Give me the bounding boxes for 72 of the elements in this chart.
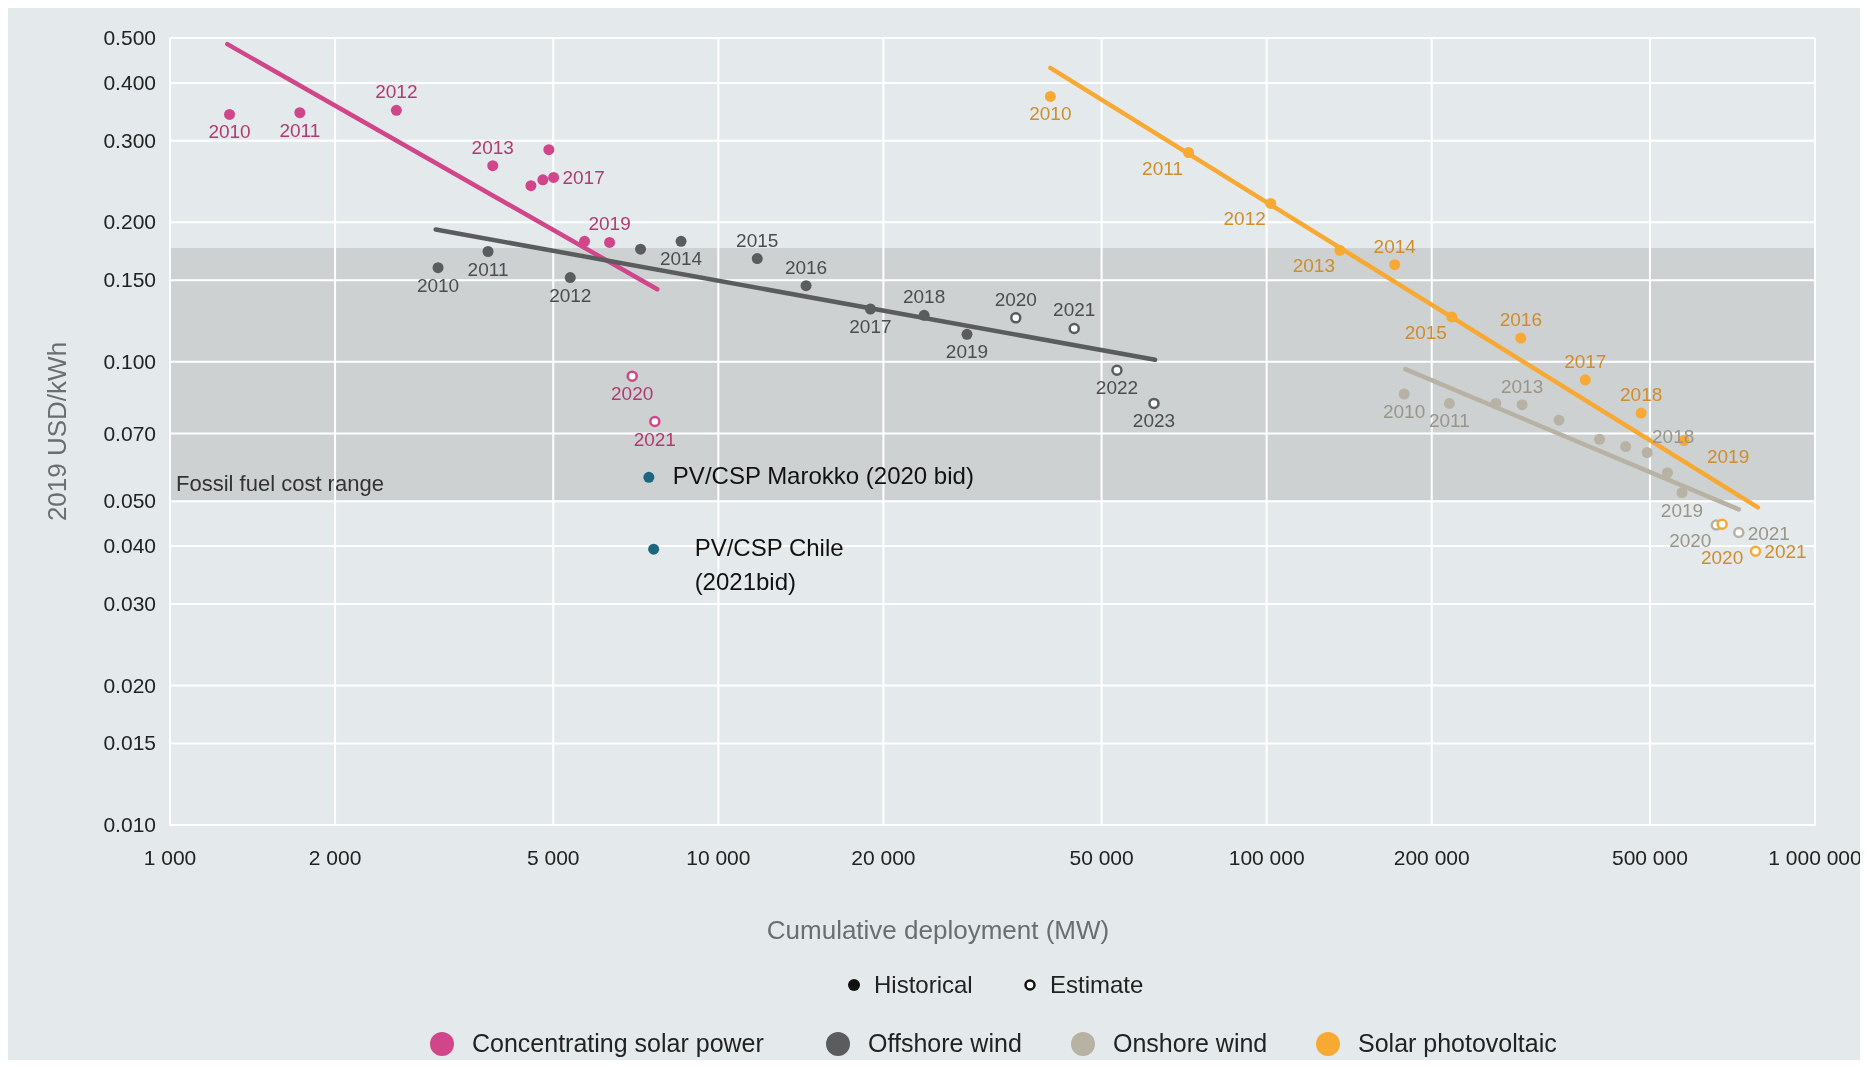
text: Historical: [874, 971, 973, 998]
annotation: 2020: [611, 383, 654, 405]
annotation: 2014: [1373, 235, 1417, 257]
y-tick-label: 0.100: [103, 349, 156, 373]
y-tick-label: 0.020: [103, 673, 156, 697]
annotation: 2021: [1747, 522, 1790, 544]
annotation: 2021: [633, 428, 676, 450]
annotation: 2021: [1764, 541, 1807, 563]
series-label: PV/CSP Marokko (2020 bid): [672, 462, 974, 490]
y-tick-label: 0.070: [103, 421, 156, 445]
series-label: PV/CSP Chile (2021bid): [694, 534, 844, 596]
x-tick-label: 20 000: [851, 846, 916, 869]
annotation: 2011: [279, 119, 321, 141]
x-tick-label: 1 000: [143, 846, 197, 869]
annotation: 2015: [1404, 321, 1447, 343]
y-tick-label: 0.400: [103, 70, 156, 94]
x-tick-label: 1 000 000: [1768, 846, 1862, 869]
annotation: 2013: [471, 136, 514, 158]
annotation: 2013: [1292, 255, 1336, 277]
x-tick-label: 2 000: [308, 846, 362, 869]
y-tick-label: 0.150: [103, 268, 156, 292]
y-tick-label: 0.030: [103, 591, 156, 615]
annotation: 2019: [945, 341, 989, 363]
legend-label: Onshore wind: [1113, 1029, 1268, 1057]
annotation: 2019: [1706, 445, 1750, 467]
text: Estimate: [1050, 971, 1144, 998]
annotation: 2017: [849, 316, 892, 337]
annotation: 2023: [1132, 410, 1176, 432]
annotation: 2016: [1499, 309, 1543, 331]
legend-label: Concentrating solar power: [472, 1029, 764, 1057]
annotation: 2016: [784, 256, 828, 278]
annotation: 2011: [1428, 410, 1470, 432]
annotation: 2010: [208, 121, 251, 143]
annotation: 2010: [1382, 401, 1426, 422]
annotation: 2010: [1029, 103, 1072, 125]
band-label: Fossil fuel cost range: [176, 471, 384, 497]
annotation: 2013: [1500, 375, 1544, 397]
y-tick-label: 0.010: [103, 813, 156, 836]
annotation: 2010: [416, 274, 460, 296]
x-tick-label: 100 000: [1228, 846, 1305, 869]
y-axis-title: 2019 USD/kWh: [42, 341, 72, 522]
legend-label: Offshore wind: [868, 1029, 1022, 1057]
annotation: 2021: [1053, 299, 1096, 321]
x-tick-label: 500 000: [1611, 846, 1688, 869]
x-tick-label: 200 000: [1393, 846, 1470, 869]
annotation: 2018: [902, 286, 946, 308]
y-tick-label: 0.300: [103, 128, 156, 152]
x-tick-label: 50 000: [1069, 846, 1134, 869]
annotation: 2022: [1095, 377, 1139, 399]
annotation: 2017: [1564, 350, 1607, 372]
annotation: 2011: [467, 258, 509, 280]
annotation: 2019: [588, 213, 631, 235]
annotation: 2018: [1620, 384, 1663, 406]
annotation: 2012: [1223, 208, 1266, 230]
annotation: 2014: [659, 248, 703, 270]
y-tick-label: 0.050: [103, 489, 156, 513]
annotation: 2020: [994, 288, 1037, 310]
annotation: 2012: [549, 284, 592, 306]
y-tick-label: 0.040: [103, 534, 156, 558]
annotation: 2011: [1142, 157, 1183, 179]
annotation: 2019: [1660, 499, 1704, 521]
annotation: 2012: [375, 81, 418, 103]
y-tick-label: 0.500: [103, 26, 156, 49]
legend-label: Solar photovoltaic: [1358, 1029, 1557, 1057]
y-tick-label: 0.200: [103, 210, 156, 234]
annotation: 2015: [736, 229, 779, 251]
x-axis-title: Cumulative deployment (MW): [766, 915, 1110, 945]
x-tick-label: 5 000: [526, 846, 580, 869]
annotation: 2017: [562, 167, 605, 189]
x-tick-label: 10 000: [686, 846, 751, 869]
annotation: 2018: [1652, 425, 1695, 447]
y-tick-label: 0.015: [103, 731, 156, 755]
